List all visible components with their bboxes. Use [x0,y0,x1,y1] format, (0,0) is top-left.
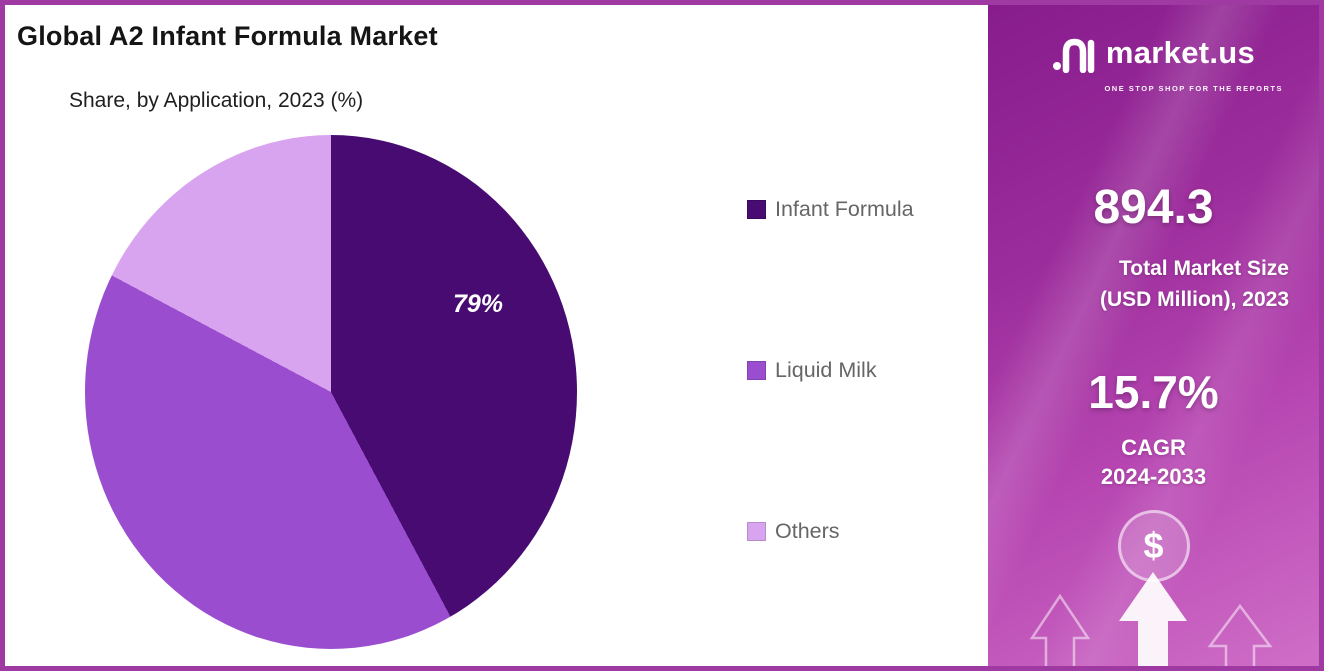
cagr-value: 15.7% [1088,366,1219,418]
chart-area: Global A2 Infant Formula Market Share, b… [5,5,988,666]
logo-tagline: ONE STOP SHOP FOR THE REPORTS [1104,84,1283,93]
pie-data-label: 79% [453,290,504,318]
pie-chart: 79% [85,135,577,649]
market-size-value: 894.3 [1093,181,1214,234]
legend-item: Liquid Milk [747,358,914,383]
side-panel: market.us ONE STOP SHOP FOR THE REPORTS … [988,5,1319,666]
market-us-logo-icon [1052,38,1095,73]
legend-item: Others [747,519,914,544]
market-size-label-line1: Total Market Size [1119,257,1289,280]
chart-title: Global A2 Infant Formula Market [17,21,438,51]
dollar-icon: $ [1117,510,1190,582]
legend-label: Others [775,519,840,543]
legend-item: Infant Formula [747,197,914,222]
legend-swatch [747,522,766,541]
market-us-logo: market.us [988,33,1319,73]
cagr-label-line1: CAGR [1121,435,1186,460]
legend-swatch [747,361,766,380]
chart-legend: Infant Formula Liquid Milk Others [747,197,914,544]
chart-subtitle: Share, by Application, 2023 (%) [69,89,364,112]
market-size-label-line2: (USD Million), 2023 [1099,288,1289,311]
legend-label: Liquid Milk [775,358,877,382]
legend-swatch [747,200,766,219]
cagr-label-line2: 2024-2033 [1100,464,1207,489]
cagr-label: CAGR 2024-2033 [988,433,1319,491]
market-size-label: Total Market Size (USD Million), 2023 [988,253,1319,315]
legend-label: Infant Formula [775,197,914,221]
market-us-logo-text: market.us [1105,35,1256,70]
growth-arrows-icon [1029,572,1273,666]
